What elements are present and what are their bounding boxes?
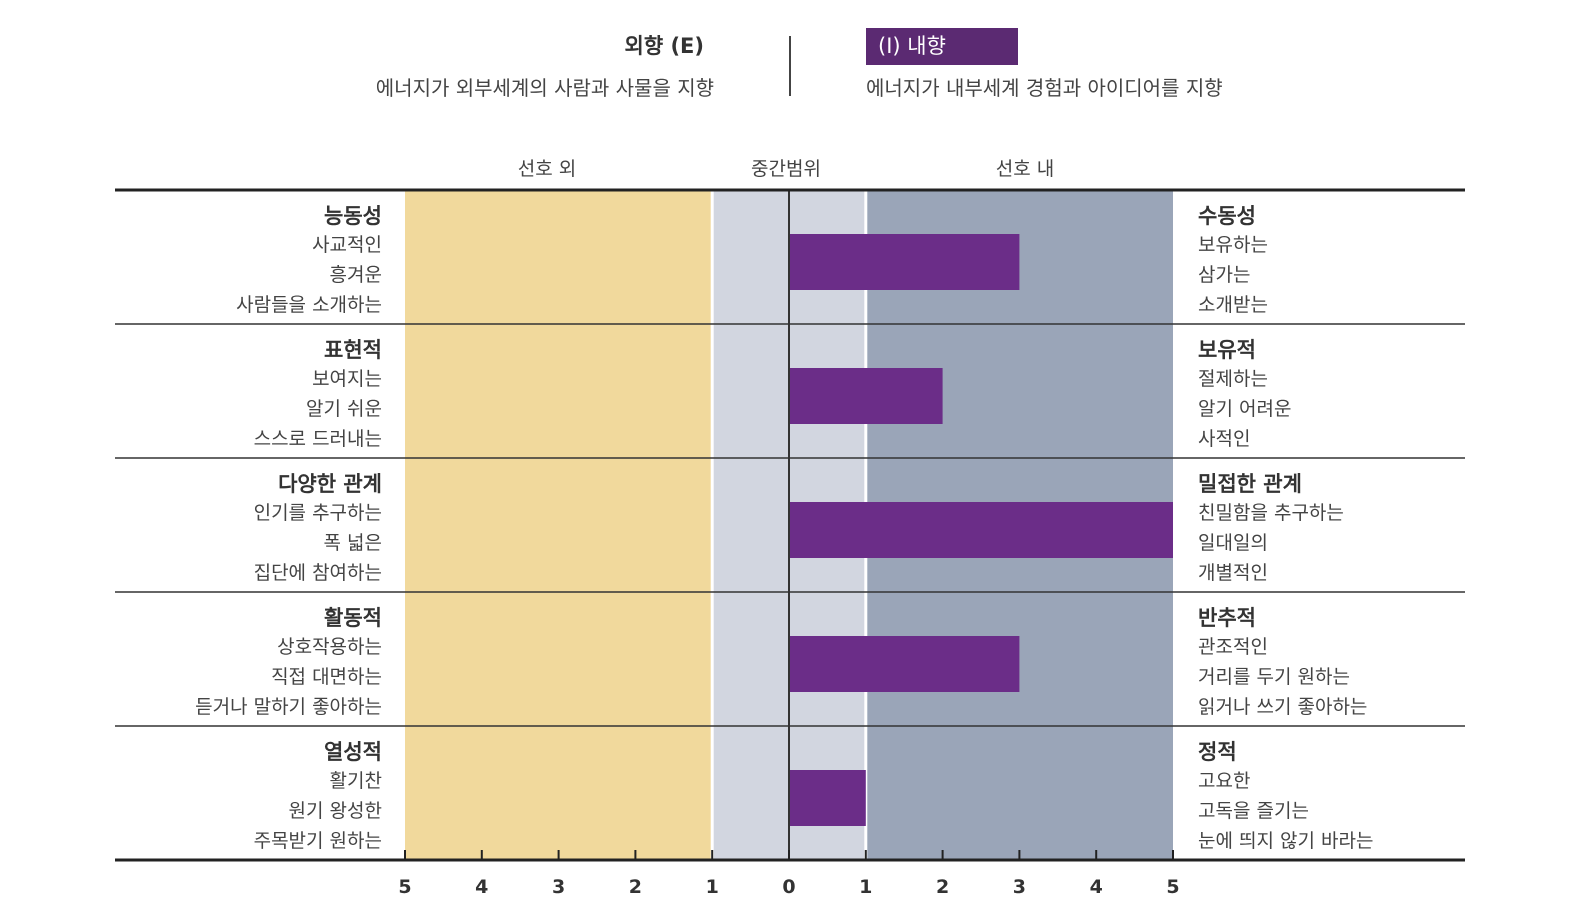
header-divider <box>789 36 791 96</box>
left-trait-title: 능동성 <box>324 204 382 228</box>
left-trait-item: 듣거나 말하기 좋아하는 <box>195 696 382 718</box>
zone-outside <box>405 190 713 860</box>
left-trait-item: 직접 대면하는 <box>271 666 382 688</box>
left-trait-title: 다양한 관계 <box>278 472 382 496</box>
tick-label: 2 <box>935 876 950 898</box>
tick-label: 2 <box>628 876 642 898</box>
range-label-middle: 중간범위 <box>751 158 821 180</box>
left-trait-title: 활동적 <box>324 606 382 630</box>
left-trait-item: 알기 쉬운 <box>306 398 382 420</box>
right-trait-title: 정적 <box>1198 740 1237 764</box>
right-trait-item: 사적인 <box>1198 428 1251 450</box>
right-trait-item: 고독을 즐기는 <box>1198 800 1309 822</box>
right-trait-item: 절제하는 <box>1198 368 1268 390</box>
right-trait-item: 친밀함을 추구하는 <box>1198 502 1344 524</box>
right-trait-title: 수동성 <box>1198 204 1256 228</box>
left-trait-item: 원기 왕성한 <box>288 800 382 822</box>
right-trait-item: 소개받는 <box>1198 294 1268 316</box>
left-trait-title: 열성적 <box>324 740 382 764</box>
left-trait-item: 인기를 추구하는 <box>253 502 382 524</box>
right-trait-title: 반추적 <box>1198 606 1256 630</box>
bar-4 <box>789 636 1020 692</box>
extraversion-description: 에너지가 외부세계의 사람과 사물을 지향 <box>375 76 714 100</box>
bar-5 <box>789 770 866 826</box>
right-trait-item: 일대일의 <box>1198 532 1268 554</box>
tick-label: 3 <box>551 876 566 898</box>
left-trait-item: 상호작용하는 <box>277 636 382 658</box>
tick-label: 1 <box>705 876 719 898</box>
extraversion-title: 외향 (E) <box>624 34 705 58</box>
right-trait-title: 밀접한 관계 <box>1198 472 1302 496</box>
left-trait-item: 활기찬 <box>329 770 382 792</box>
introversion-badge: (I) 내향 <box>866 28 1018 65</box>
left-trait-title: 표현적 <box>324 338 382 362</box>
tick-label: 4 <box>1089 876 1103 898</box>
left-trait-item: 폭 넓은 <box>323 532 382 554</box>
left-trait-item: 흥겨운 <box>329 264 382 286</box>
range-label-inside: 선호 내 <box>995 158 1055 180</box>
bar-2 <box>789 368 943 424</box>
right-trait-item: 읽거나 쓰기 좋아하는 <box>1198 696 1368 718</box>
tick-label: 1 <box>859 876 873 898</box>
introversion-description: 에너지가 내부세계 경험과 아이디어를 지향 <box>866 76 1223 100</box>
left-trait-item: 스스로 드러내는 <box>253 428 382 450</box>
right-trait-item: 눈에 띄지 않기 바라는 <box>1198 830 1374 852</box>
right-trait-title: 보유적 <box>1198 338 1256 362</box>
left-trait-item: 집단에 참여하는 <box>253 562 382 584</box>
bar-1 <box>789 234 1020 290</box>
right-trait-item: 고요한 <box>1198 770 1251 792</box>
tick-label: 4 <box>475 876 489 898</box>
right-trait-item: 알기 어려운 <box>1198 398 1292 420</box>
right-trait-item: 관조적인 <box>1198 636 1268 658</box>
left-trait-item: 보여지는 <box>312 368 382 390</box>
range-label-outside: 선호 외 <box>517 158 577 180</box>
left-trait-item: 주목받기 원하는 <box>253 830 382 852</box>
tick-label: 3 <box>1012 876 1026 898</box>
left-trait-item: 사교적인 <box>312 234 382 256</box>
tick-label: 0 <box>782 876 796 898</box>
tick-label: 5 <box>1166 876 1180 898</box>
right-trait-item: 개별적인 <box>1198 562 1268 584</box>
right-trait-item: 거리를 두기 원하는 <box>1198 666 1350 688</box>
tick-label: 5 <box>398 876 412 898</box>
right-trait-item: 보유하는 <box>1198 234 1268 256</box>
left-trait-item: 사람들을 소개하는 <box>236 294 382 316</box>
bar-3 <box>789 502 1173 558</box>
right-trait-item: 삼가는 <box>1198 264 1251 286</box>
